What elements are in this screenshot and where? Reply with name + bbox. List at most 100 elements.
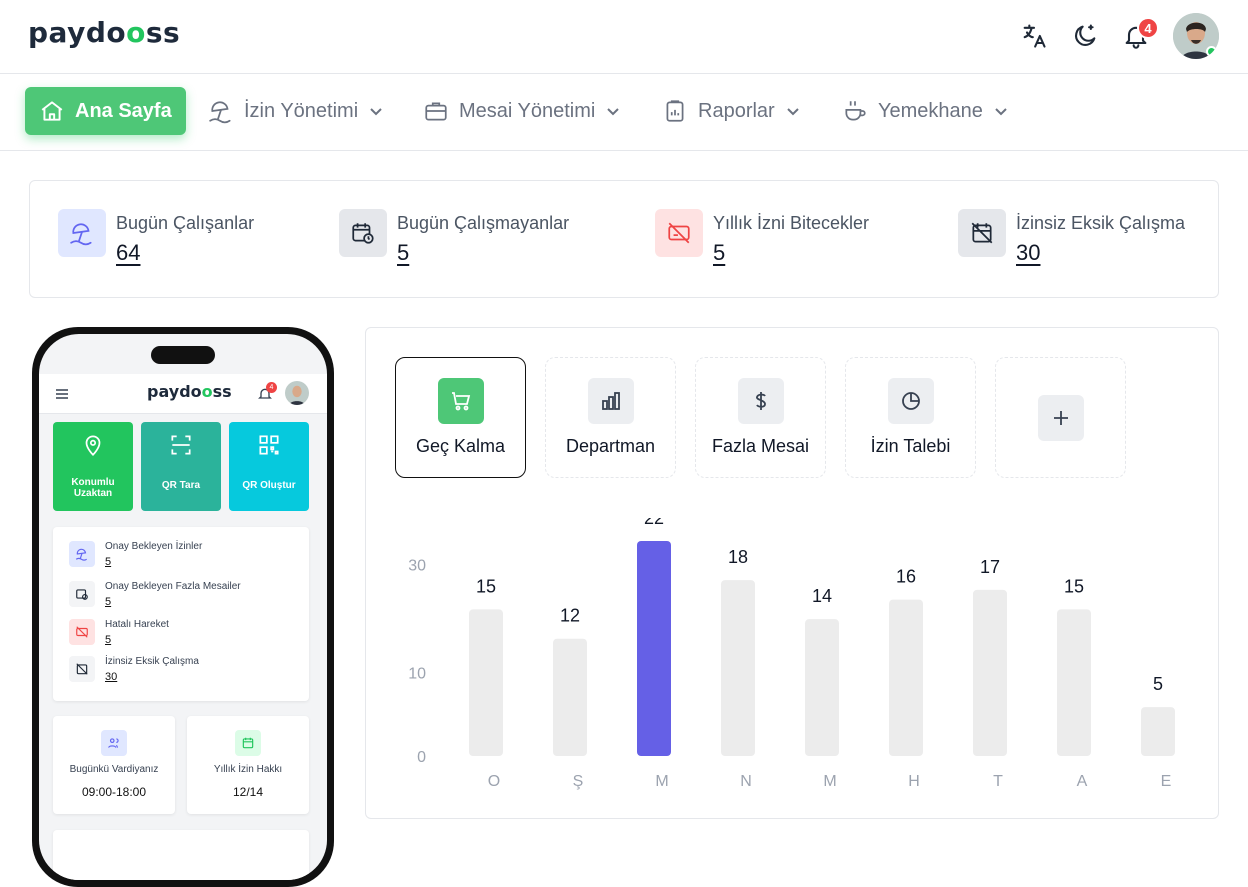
stats-panel: Bugün Çalışanlar 64 Bugün Çalışmayanlar 5 … bbox=[29, 180, 1219, 298]
tab-late-arrival[interactable]: Geç Kalma bbox=[395, 357, 526, 478]
chevron-down-icon bbox=[786, 108, 799, 116]
qr-code-icon bbox=[259, 435, 279, 455]
chart-bar[interactable] bbox=[469, 609, 503, 756]
chart-bar[interactable] bbox=[637, 541, 671, 756]
x-tick-label: A bbox=[1077, 773, 1088, 790]
bar-value-label: 15 bbox=[1064, 576, 1084, 596]
tile-remote-location[interactable]: Konumlu Uzaktan bbox=[53, 422, 133, 511]
chart-bar[interactable] bbox=[973, 589, 1007, 756]
phone-pending-card: Onay Bekleyen İzinler 5 Onay Bekleyen Faz… bbox=[53, 527, 309, 701]
chart-card: Geç Kalma Departman Fazla Mesai İzin Tal… bbox=[365, 327, 1219, 819]
x-tick-label: M bbox=[655, 773, 668, 790]
stat-label: Bugün Çalışanlar bbox=[116, 213, 255, 233]
stat-label: İzinsiz Eksik Çalışma bbox=[1016, 213, 1186, 233]
translate-icon[interactable] bbox=[1018, 20, 1050, 52]
stat-annual-leave-expiring[interactable]: Yıllık İzni Bitecekler 5 bbox=[655, 209, 869, 266]
phone-shift-card[interactable]: Bugünkü Vardiyanız 09:00-18:00 bbox=[53, 716, 175, 814]
pie-icon bbox=[887, 378, 934, 424]
y-tick-label: 10 bbox=[408, 666, 426, 683]
top-header: paydooss 4 bbox=[0, 0, 1248, 74]
cart-icon bbox=[437, 378, 484, 424]
chart-bar[interactable] bbox=[889, 599, 923, 756]
bar-chart: 30 10 0 15 O 12 Ş 22 M 18 N 14 M 16 H 17 T 15 A 5 E bbox=[408, 518, 1175, 790]
tab-leave-request[interactable]: İzin Talebi bbox=[845, 357, 976, 478]
phone-logo: paydooss bbox=[147, 382, 232, 401]
users-icon bbox=[101, 730, 127, 756]
bar-value-label: 16 bbox=[896, 567, 916, 587]
phone-header: paydooss 4 bbox=[39, 374, 327, 414]
dollar-icon bbox=[737, 378, 784, 424]
list-item[interactable]: Hatalı Hareket 5 bbox=[69, 619, 169, 648]
x-tick-label: T bbox=[993, 773, 1003, 790]
home-icon bbox=[41, 101, 63, 121]
no-ticket-icon bbox=[655, 209, 703, 257]
menu-icon[interactable] bbox=[55, 387, 69, 401]
tile-qr-create[interactable]: QR Oluştur bbox=[229, 422, 309, 511]
chevron-down-icon bbox=[995, 108, 1007, 116]
beach-icon bbox=[69, 541, 95, 567]
tab-add[interactable] bbox=[995, 357, 1126, 478]
tab-department[interactable]: Departman bbox=[545, 357, 676, 478]
chart-bar[interactable] bbox=[805, 619, 839, 756]
chevron-down-icon bbox=[370, 108, 382, 116]
bar-value-label: 14 bbox=[812, 586, 832, 606]
dynamic-island bbox=[151, 346, 215, 364]
stat-working-today[interactable]: Bugün Çalışanlar 64 bbox=[58, 209, 254, 266]
stat-value[interactable]: 5 bbox=[397, 240, 410, 265]
calendar-clock-icon bbox=[339, 209, 387, 257]
bar-chart-icon bbox=[587, 378, 634, 424]
nav-item-home[interactable]: Ana Sayfa bbox=[25, 87, 186, 135]
chart-bar[interactable] bbox=[553, 638, 587, 756]
chart-bar[interactable] bbox=[1057, 609, 1091, 756]
x-tick-label: E bbox=[1161, 773, 1172, 790]
nav-item-cafeteria[interactable]: Yemekhane bbox=[842, 87, 1009, 135]
logo[interactable]: paydooss bbox=[28, 16, 181, 49]
bar-value-label: 12 bbox=[560, 606, 580, 626]
stat-label: Yıllık İzni Bitecekler bbox=[713, 213, 870, 233]
stat-value[interactable]: 64 bbox=[116, 240, 141, 265]
bar-value-label: 17 bbox=[980, 557, 1000, 577]
briefcase-icon bbox=[425, 102, 447, 121]
online-status-dot bbox=[1206, 46, 1217, 57]
beach-icon bbox=[58, 209, 106, 257]
bar-value-label: 15 bbox=[476, 576, 496, 596]
bar-value-label: 18 bbox=[728, 547, 748, 567]
beach-icon bbox=[209, 101, 231, 124]
phone-screen: paydooss 4 Konumlu Uzaktan QR Tara QR Ol… bbox=[39, 334, 327, 880]
tile-qr-scan[interactable]: QR Tara bbox=[141, 422, 221, 511]
dark-mode-icon[interactable] bbox=[1069, 20, 1101, 52]
list-item[interactable]: İzinsiz Eksik Çalışma 30 bbox=[69, 656, 199, 685]
calendar-off-icon bbox=[958, 209, 1006, 257]
plus-icon bbox=[1037, 394, 1084, 441]
list-item[interactable]: Onay Bekleyen Fazla Mesailer 5 bbox=[69, 581, 241, 610]
bar-value-label: 22 bbox=[644, 518, 664, 528]
main-nav: Ana Sayfa İzin Yönetimi Mesai Yönetimi R… bbox=[0, 74, 1248, 151]
tab-overtime[interactable]: Fazla Mesai bbox=[695, 357, 826, 478]
x-tick-label: O bbox=[488, 773, 500, 790]
nav-item-leave[interactable]: İzin Yönetimi bbox=[208, 87, 384, 135]
coffee-icon bbox=[845, 101, 866, 121]
clipboard-icon bbox=[666, 100, 684, 122]
calendar-clock-icon bbox=[69, 581, 95, 607]
stat-value[interactable]: 5 bbox=[713, 240, 726, 265]
list-item[interactable]: Onay Bekleyen İzinler 5 bbox=[69, 541, 202, 570]
nav-item-reports[interactable]: Raporlar bbox=[662, 87, 801, 135]
nav-item-overtime[interactable]: Mesai Yönetimi bbox=[423, 87, 621, 135]
stat-not-working-today[interactable]: Bugün Çalışmayanlar 5 bbox=[339, 209, 569, 266]
calendar-icon bbox=[235, 730, 261, 756]
avatar[interactable] bbox=[1173, 13, 1219, 59]
no-ticket-icon bbox=[69, 619, 95, 645]
phone-notification-badge: 4 bbox=[266, 382, 277, 393]
phone-avatar[interactable] bbox=[285, 381, 309, 405]
x-tick-label: H bbox=[908, 773, 920, 790]
y-tick-label: 0 bbox=[417, 749, 426, 766]
x-tick-label: N bbox=[740, 773, 752, 790]
y-tick-label: 30 bbox=[408, 558, 426, 575]
phone-leave-card[interactable]: Yıllık İzin Hakkı 12/14 bbox=[187, 716, 309, 814]
chart-bar[interactable] bbox=[1141, 707, 1175, 756]
stat-unauthorized-shortfall[interactable]: İzinsiz Eksik Çalışma 30 bbox=[958, 209, 1185, 266]
phone-mockup: paydooss 4 Konumlu Uzaktan QR Tara QR Ol… bbox=[32, 327, 334, 887]
chart-bar[interactable] bbox=[721, 580, 755, 756]
calendar-off-icon bbox=[69, 656, 95, 682]
stat-value[interactable]: 30 bbox=[1016, 240, 1041, 265]
